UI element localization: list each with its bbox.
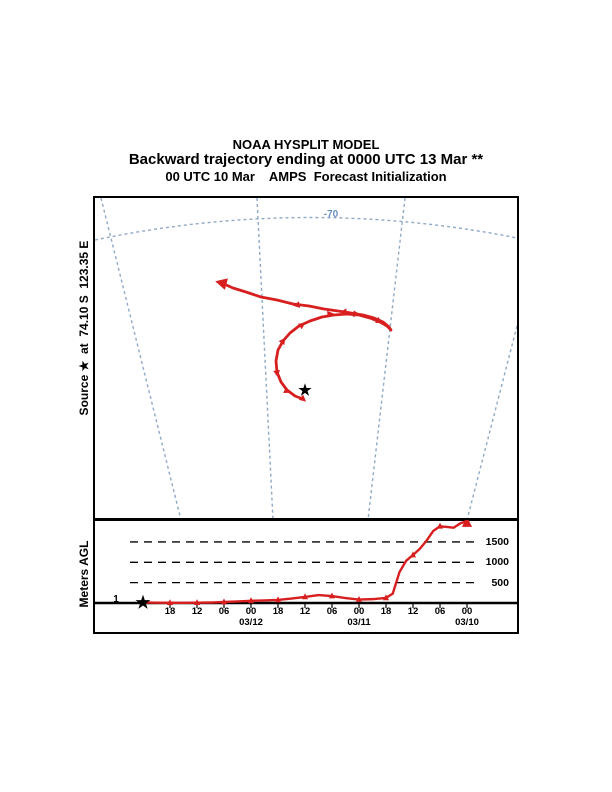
- plot-frame: ★ ★: [93, 196, 519, 634]
- date-tick-label: 03/10: [455, 617, 479, 628]
- gridline-label-500: 500: [491, 577, 509, 589]
- time-tick-label: 00: [461, 606, 473, 617]
- gridline-label-1000: 1000: [485, 556, 509, 568]
- time-tick-label: 18: [380, 606, 392, 617]
- time-tick-label: 12: [407, 606, 419, 617]
- source-star-marker-profile: ★: [135, 593, 151, 612]
- time-tick-label: 18: [272, 606, 284, 617]
- date-tick-label: 03/12: [239, 617, 263, 628]
- time-tick-label: 12: [191, 606, 203, 617]
- latitude-circle-label: -70: [323, 209, 339, 220]
- height-profile-panel: ★: [95, 520, 517, 612]
- meters-agl-axis-label: Meters AGL: [77, 540, 91, 608]
- gridline-label-1500: 1500: [485, 536, 509, 548]
- time-tick-label: 18: [164, 606, 176, 617]
- title-trajectory: Backward trajectory ending at 0000 UTC 1…: [128, 151, 484, 168]
- title-initialization: 00 UTC 10 Mar AMPS Forecast Initializati…: [165, 169, 447, 184]
- start-height-label: 1: [113, 594, 119, 605]
- time-tick-label: 06: [326, 606, 338, 617]
- trajectory-map-panel: ★: [95, 198, 517, 520]
- time-tick-label: 12: [299, 606, 311, 617]
- panel-divider-line: [95, 518, 517, 521]
- time-tick-label: 06: [218, 606, 230, 617]
- source-axis-label: Source ★ at 74.10 S 123.35 E: [77, 240, 91, 416]
- title-model: NOAA HYSPLIT MODEL: [232, 137, 380, 152]
- time-tick-label: 00: [245, 606, 257, 617]
- time-tick-label: 00: [353, 606, 365, 617]
- source-star-marker: ★: [298, 382, 312, 399]
- time-tick-label: 06: [434, 606, 446, 617]
- date-tick-label: 03/11: [347, 617, 371, 628]
